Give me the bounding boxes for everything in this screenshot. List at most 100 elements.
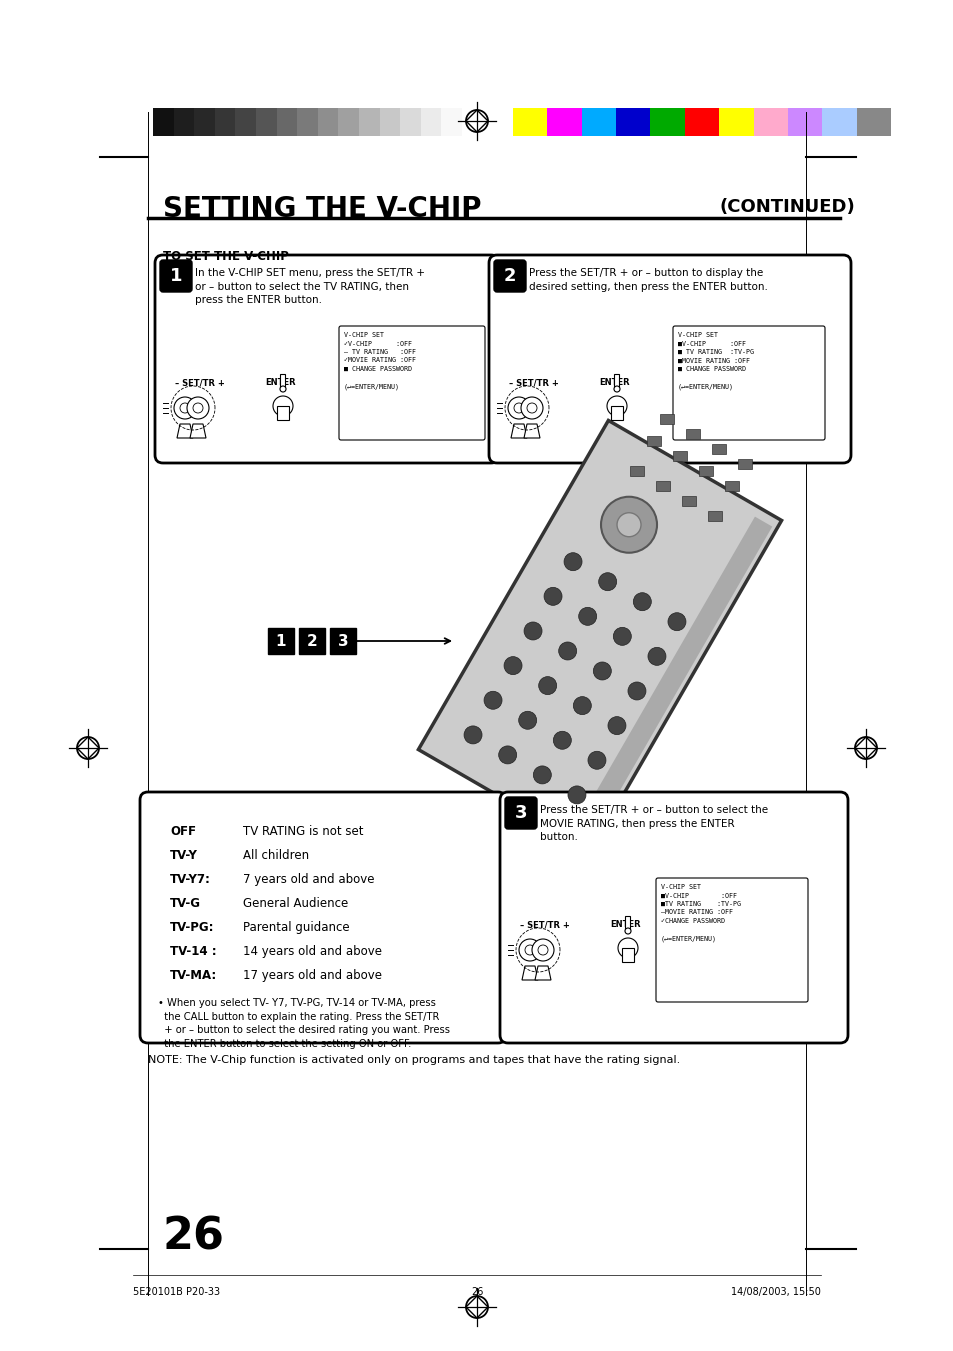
Circle shape	[483, 692, 501, 709]
Text: (CONTINUED): (CONTINUED)	[720, 199, 855, 216]
FancyBboxPatch shape	[499, 792, 847, 1043]
Circle shape	[273, 396, 293, 416]
Text: TV-G: TV-G	[170, 897, 201, 911]
Circle shape	[633, 593, 651, 611]
Text: – SET/TR +: – SET/TR +	[174, 378, 225, 386]
Circle shape	[593, 662, 611, 680]
Bar	[650, 108, 684, 136]
Bar	[276, 407, 289, 420]
Bar	[787, 108, 821, 136]
Bar	[214, 108, 235, 136]
Bar	[673, 451, 686, 461]
Bar	[681, 496, 695, 507]
Polygon shape	[521, 966, 537, 979]
Bar	[255, 108, 276, 136]
Text: 7 years old and above: 7 years old and above	[243, 873, 375, 886]
Text: (↵=ENTER/MENU): (↵=ENTER/MENU)	[344, 382, 399, 389]
Circle shape	[180, 403, 190, 413]
Text: ✓CHANGE PASSWORD: ✓CHANGE PASSWORD	[660, 917, 724, 924]
Text: – SET/TR +: – SET/TR +	[519, 920, 569, 929]
Text: ENTER: ENTER	[265, 378, 295, 386]
Circle shape	[607, 716, 625, 735]
Circle shape	[507, 397, 530, 419]
Bar	[513, 108, 547, 136]
FancyBboxPatch shape	[160, 259, 192, 292]
Bar	[616, 108, 650, 136]
Circle shape	[280, 386, 286, 392]
Circle shape	[573, 697, 591, 715]
Text: ■ CHANGE PASSWORD: ■ CHANGE PASSWORD	[678, 366, 745, 372]
Bar	[194, 108, 214, 136]
Circle shape	[614, 386, 619, 392]
Circle shape	[518, 711, 537, 730]
Bar	[276, 108, 297, 136]
Text: ✓V-CHIP      :OFF: ✓V-CHIP :OFF	[344, 340, 412, 346]
Text: TV RATING is not set: TV RATING is not set	[243, 825, 363, 838]
Text: General Audience: General Audience	[243, 897, 348, 911]
Text: 1: 1	[275, 634, 286, 648]
Circle shape	[187, 397, 209, 419]
Circle shape	[667, 613, 685, 631]
Bar	[268, 628, 294, 654]
Bar	[685, 430, 699, 439]
FancyBboxPatch shape	[656, 878, 807, 1002]
Circle shape	[617, 513, 640, 536]
Text: TV-Y: TV-Y	[170, 848, 197, 862]
Text: TV-14 :: TV-14 :	[170, 944, 216, 958]
Bar	[152, 108, 173, 136]
Text: TO SET THE V-CHIP: TO SET THE V-CHIP	[163, 250, 289, 263]
Text: 1: 1	[170, 267, 182, 285]
Circle shape	[537, 944, 547, 955]
Bar	[625, 916, 630, 932]
Text: All children: All children	[243, 848, 309, 862]
Text: ■ TV RATING  :TV-PG: ■ TV RATING :TV-PG	[678, 349, 753, 355]
FancyBboxPatch shape	[489, 255, 850, 463]
Bar	[581, 108, 616, 136]
Text: – TV RATING   :OFF: – TV RATING :OFF	[344, 349, 416, 355]
Circle shape	[598, 573, 616, 590]
Text: 3: 3	[515, 804, 527, 821]
Text: ✓MOVIE RATING :OFF: ✓MOVIE RATING :OFF	[344, 358, 416, 363]
Text: 14 years old and above: 14 years old and above	[243, 944, 381, 958]
Circle shape	[606, 396, 626, 416]
FancyBboxPatch shape	[338, 326, 484, 440]
Text: In the V-CHIP SET menu, press the SET/TR +
or – button to select the TV RATING, : In the V-CHIP SET menu, press the SET/TR…	[194, 267, 424, 305]
Bar	[707, 512, 720, 521]
Bar	[280, 374, 285, 390]
Text: (↵=ENTER/MENU): (↵=ENTER/MENU)	[678, 382, 733, 389]
Bar	[724, 481, 739, 492]
Circle shape	[173, 397, 195, 419]
Text: 26: 26	[471, 1288, 482, 1297]
Bar	[297, 108, 317, 136]
Bar	[684, 108, 719, 136]
Text: Press the SET/TR + or – button to select the
MOVIE RATING, then press the ENTER
: Press the SET/TR + or – button to select…	[539, 805, 767, 842]
Text: TV-MA:: TV-MA:	[170, 969, 217, 982]
Bar	[399, 108, 420, 136]
Bar	[719, 108, 753, 136]
Circle shape	[524, 944, 535, 955]
Bar	[235, 108, 255, 136]
Circle shape	[503, 657, 521, 674]
Bar	[298, 628, 325, 654]
Circle shape	[618, 938, 638, 958]
Text: V-CHIP SET: V-CHIP SET	[660, 884, 700, 890]
Circle shape	[624, 928, 630, 934]
Circle shape	[553, 731, 571, 750]
Polygon shape	[511, 424, 526, 438]
Text: Parental guidance: Parental guidance	[243, 921, 349, 934]
Polygon shape	[418, 420, 781, 850]
Text: 3: 3	[337, 634, 348, 648]
Circle shape	[498, 746, 517, 763]
Text: NOTE: The V-Chip function is activated only on programs and tapes that have the : NOTE: The V-Chip function is activated o…	[148, 1055, 679, 1065]
Text: ■TV RATING    :TV-PG: ■TV RATING :TV-PG	[660, 901, 740, 907]
Circle shape	[613, 627, 631, 646]
Bar	[659, 415, 673, 424]
Text: 26: 26	[163, 1215, 225, 1258]
Bar	[317, 108, 338, 136]
Circle shape	[520, 397, 542, 419]
Bar	[646, 436, 660, 446]
Circle shape	[543, 588, 561, 605]
FancyBboxPatch shape	[494, 259, 525, 292]
Circle shape	[578, 608, 596, 626]
Text: ■MOVIE RATING :OFF: ■MOVIE RATING :OFF	[678, 358, 749, 363]
